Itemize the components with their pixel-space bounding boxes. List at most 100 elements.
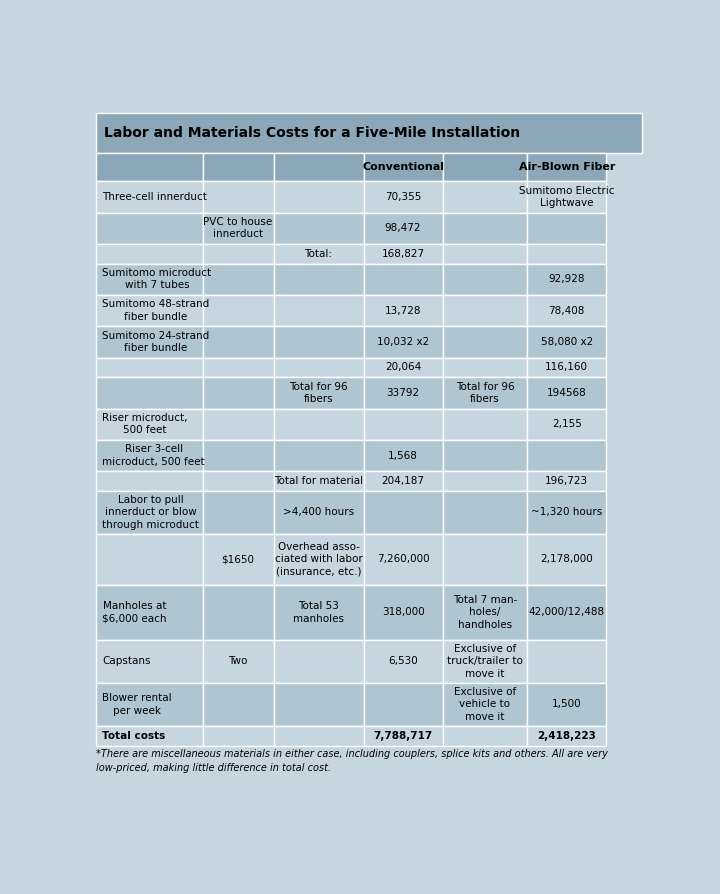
Text: Riser microduct,
500 feet: Riser microduct, 500 feet [102, 413, 188, 435]
Bar [443, 683, 527, 726]
Text: 196,723: 196,723 [545, 476, 588, 486]
Bar [96, 585, 202, 640]
Text: 42,000/12,488: 42,000/12,488 [528, 607, 605, 618]
Bar [364, 491, 443, 534]
Text: 92,928: 92,928 [549, 274, 585, 284]
Bar [96, 244, 202, 264]
Bar [443, 181, 527, 213]
Text: Manholes at
$6,000 each: Manholes at $6,000 each [102, 601, 167, 623]
Text: Blower rental
per week: Blower rental per week [102, 693, 172, 716]
Bar [96, 181, 202, 213]
Text: $1650: $1650 [222, 554, 255, 564]
Bar [527, 409, 606, 440]
Bar [527, 491, 606, 534]
Bar [527, 440, 606, 471]
Text: 58,080 x2: 58,080 x2 [541, 337, 593, 347]
Text: Sumitomo 48-strand
fiber bundle: Sumitomo 48-strand fiber bundle [102, 299, 210, 322]
Bar [364, 683, 443, 726]
Bar [443, 358, 527, 377]
Bar [443, 377, 527, 409]
Text: Overhead asso-
ciated with labor
(insurance, etc.): Overhead asso- ciated with labor (insura… [274, 542, 362, 577]
Bar [364, 295, 443, 326]
Bar [96, 295, 202, 326]
Bar [202, 295, 274, 326]
Text: 6,530: 6,530 [388, 656, 418, 666]
Bar [202, 471, 274, 491]
Text: Three-cell innerduct: Three-cell innerduct [102, 192, 207, 202]
Bar [274, 640, 364, 683]
Bar [527, 726, 606, 746]
Bar [527, 244, 606, 264]
Bar [443, 213, 527, 244]
Bar [443, 534, 527, 585]
Bar [364, 726, 443, 746]
Text: 1,500: 1,500 [552, 699, 582, 710]
Bar [527, 154, 606, 181]
Text: 20,064: 20,064 [385, 362, 421, 373]
Text: 7,788,717: 7,788,717 [374, 730, 433, 741]
Text: Conventional: Conventional [362, 163, 444, 173]
Text: 10,032 x2: 10,032 x2 [377, 337, 429, 347]
Text: 78,408: 78,408 [549, 306, 585, 316]
Bar [274, 683, 364, 726]
Bar [274, 585, 364, 640]
Bar [202, 585, 274, 640]
Text: Total costs: Total costs [102, 730, 166, 741]
Bar [274, 491, 364, 534]
Text: Riser 3-cell
microduct, 500 feet: Riser 3-cell microduct, 500 feet [102, 444, 205, 467]
Bar [274, 326, 364, 358]
Bar [443, 440, 527, 471]
Bar [202, 154, 274, 181]
Bar [274, 244, 364, 264]
Bar [274, 295, 364, 326]
Text: 70,355: 70,355 [385, 192, 421, 202]
Text: Exclusive of
vehicle to
move it: Exclusive of vehicle to move it [454, 687, 516, 721]
Bar [364, 471, 443, 491]
Text: 7,260,000: 7,260,000 [377, 554, 429, 564]
Bar [96, 640, 202, 683]
Bar [364, 440, 443, 471]
Bar [96, 264, 202, 295]
Bar [96, 213, 202, 244]
Bar [96, 471, 202, 491]
Bar [96, 534, 202, 585]
Text: *There are miscellaneous materials in either case, including couplers, splice ki: *There are miscellaneous materials in ei… [96, 749, 608, 773]
Bar [202, 264, 274, 295]
Text: Capstans: Capstans [102, 656, 151, 666]
Bar [364, 326, 443, 358]
Bar [527, 295, 606, 326]
Text: Total for 96
fibers: Total for 96 fibers [289, 382, 348, 404]
Text: Sumitomo 24-strand
fiber bundle: Sumitomo 24-strand fiber bundle [102, 331, 210, 353]
Text: >4,400 hours: >4,400 hours [283, 508, 354, 518]
Bar [96, 440, 202, 471]
Text: 168,827: 168,827 [382, 249, 425, 258]
Text: Exclusive of
truck/trailer to
move it: Exclusive of truck/trailer to move it [447, 644, 523, 679]
Bar [364, 377, 443, 409]
Text: Total:: Total: [305, 249, 333, 258]
Text: ~1,320 hours: ~1,320 hours [531, 508, 603, 518]
Text: 13,728: 13,728 [385, 306, 421, 316]
Bar [202, 491, 274, 534]
Bar [202, 640, 274, 683]
Text: Labor to pull
innerduct or blow
through microduct: Labor to pull innerduct or blow through … [102, 495, 199, 530]
Bar [527, 213, 606, 244]
Bar [364, 358, 443, 377]
Bar [443, 585, 527, 640]
Text: Total for 96
fibers: Total for 96 fibers [456, 382, 514, 404]
Bar [96, 377, 202, 409]
Text: 116,160: 116,160 [545, 362, 588, 373]
Bar [364, 534, 443, 585]
Bar [527, 585, 606, 640]
Bar [96, 683, 202, 726]
Bar [274, 358, 364, 377]
Bar [527, 326, 606, 358]
Bar [527, 640, 606, 683]
Bar [443, 491, 527, 534]
Bar [364, 154, 443, 181]
Text: 318,000: 318,000 [382, 607, 425, 618]
Bar [96, 154, 202, 181]
Bar [443, 154, 527, 181]
Bar [364, 181, 443, 213]
Bar [202, 440, 274, 471]
Bar [527, 377, 606, 409]
